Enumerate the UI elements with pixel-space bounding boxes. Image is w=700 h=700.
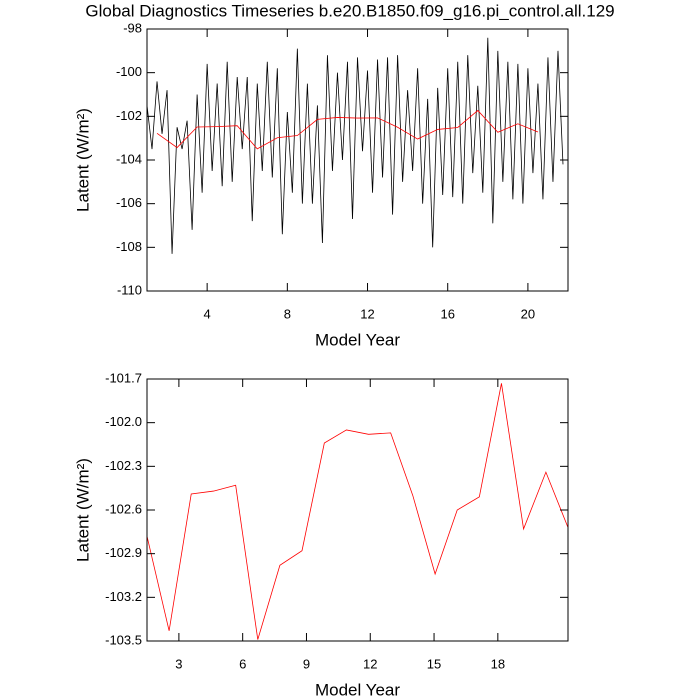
y-tick-label: -100 (116, 64, 142, 79)
x-axis-label: Model Year (315, 680, 400, 699)
y-tick-label: -102.0 (105, 414, 142, 429)
plot-frame (146, 378, 569, 642)
x-tick-label: 16 (440, 306, 454, 321)
y-tick-label: -103.5 (105, 632, 142, 647)
data-line (146, 383, 569, 640)
x-axis-label: Model Year (315, 330, 400, 349)
x-tick-label: 3 (175, 656, 182, 671)
data-line (146, 37, 564, 254)
y-tick-label: -102 (116, 108, 142, 123)
y-tick-label: -102.6 (105, 501, 142, 516)
x-tick-label: 12 (360, 306, 374, 321)
y-tick-label: -108 (116, 239, 142, 254)
y-tick-label: -102.9 (105, 545, 142, 560)
x-tick-label: 12 (363, 656, 377, 671)
x-tick-label: 8 (284, 306, 291, 321)
x-tick-label: 9 (303, 656, 310, 671)
x-tick-label: 20 (521, 306, 535, 321)
chart-title: Global Diagnostics Timeseries b.e20.B185… (85, 1, 614, 20)
y-axis-label: Latent (W/m²) (73, 458, 92, 562)
y-tick-label: -106 (116, 195, 142, 210)
x-tick-label: 18 (491, 656, 505, 671)
data-line (156, 109, 539, 150)
x-tick-label: 15 (427, 656, 441, 671)
y-tick-label: -104 (116, 151, 142, 166)
y-tick-label: -101.7 (105, 370, 142, 385)
y-tick-label: -103.2 (105, 589, 142, 604)
y-tick-label: -98 (123, 20, 142, 35)
y-axis-label: Latent (W/m²) (73, 108, 92, 212)
y-tick-label: -102.3 (105, 458, 142, 473)
x-tick-label: 6 (239, 656, 246, 671)
y-tick-label: -110 (117, 282, 142, 297)
x-tick-label: 4 (204, 306, 211, 321)
